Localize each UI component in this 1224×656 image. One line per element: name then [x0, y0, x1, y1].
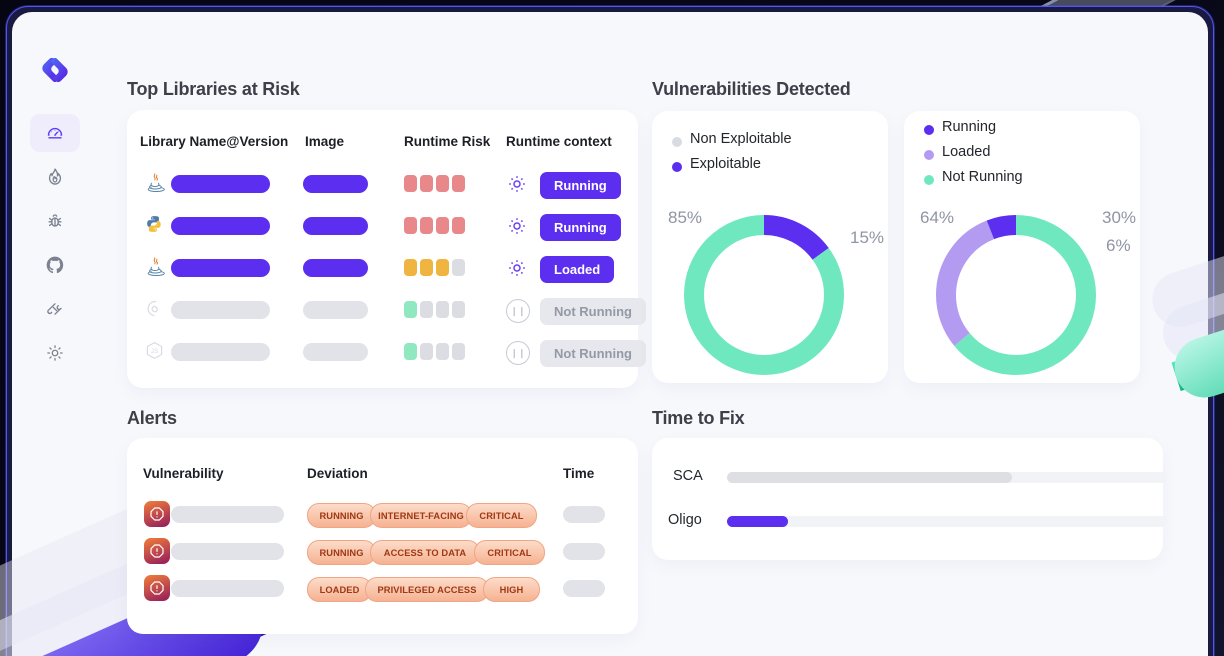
svg-text:JS: JS: [151, 348, 158, 355]
